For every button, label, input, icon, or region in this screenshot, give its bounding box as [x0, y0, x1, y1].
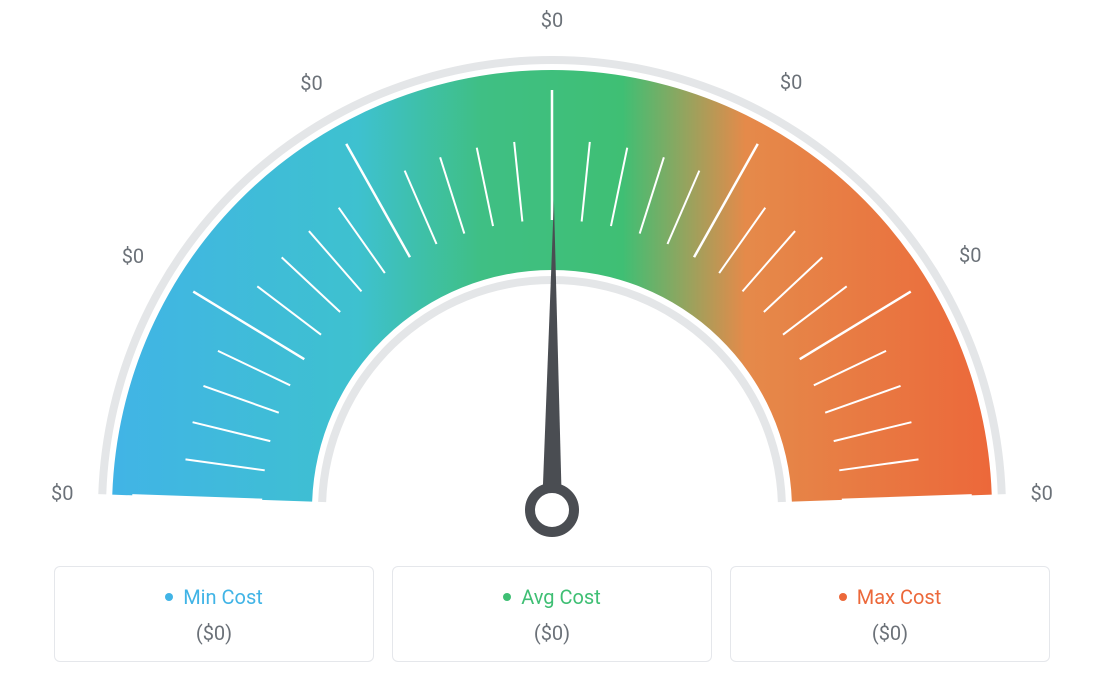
legend-title-row: Min Cost: [65, 585, 363, 609]
gauge-axis-label: $0: [541, 8, 563, 32]
gauge-axis-label: $0: [1030, 481, 1052, 505]
gauge-chart: $0 $0 $0 $0 $0 $0 $0: [0, 0, 1104, 560]
legend-title-row: Avg Cost: [403, 585, 701, 609]
legend-card: Min Cost ($0): [54, 566, 374, 662]
gauge-axis-label: $0: [959, 243, 981, 267]
gauge-axis-label: $0: [300, 71, 322, 95]
legend-title: Max Cost: [857, 585, 942, 609]
legend-title: Min Cost: [183, 585, 263, 609]
gauge-axis-label: $0: [780, 70, 802, 94]
legend-value: ($0): [403, 621, 701, 645]
legend-card: Avg Cost ($0): [392, 566, 712, 662]
legend-value: ($0): [65, 621, 363, 645]
legend-value: ($0): [741, 621, 1039, 645]
legend-dot-icon: [503, 593, 511, 601]
gauge-axis-label: $0: [122, 244, 144, 268]
legend-dot-icon: [165, 593, 173, 601]
legend-title: Avg Cost: [521, 585, 601, 609]
gauge-svg: [0, 0, 1104, 560]
legend-title-row: Max Cost: [741, 585, 1039, 609]
legend-dot-icon: [839, 593, 847, 601]
gauge-axis-label: $0: [51, 481, 73, 505]
legend-row: Min Cost ($0) Avg Cost ($0) Max Cost ($0): [0, 566, 1104, 662]
legend-card: Max Cost ($0): [730, 566, 1050, 662]
